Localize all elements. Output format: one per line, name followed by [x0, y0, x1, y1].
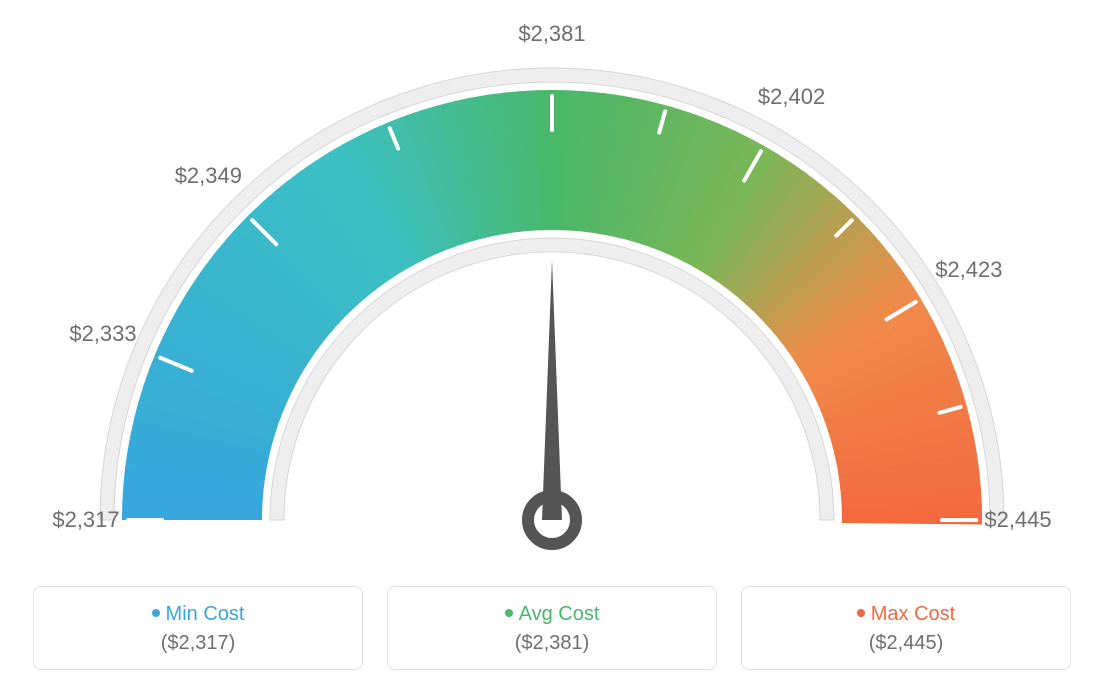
- legend-title-max-text: Max Cost: [871, 603, 955, 625]
- gauge-tick-label: $2,402: [758, 84, 825, 110]
- legend-title-min: Min Cost: [34, 603, 362, 626]
- legend-title-min-text: Min Cost: [166, 603, 245, 625]
- legend-value-min: ($2,317): [34, 632, 362, 655]
- gauge-tick-label: $2,317: [52, 507, 119, 533]
- chart-container: $2,317 $2,333 $2,349 $2,381 $2,402 $2,423 $2,4…: [0, 0, 1104, 690]
- legend-title-avg-text: Avg Cost: [519, 603, 600, 625]
- legend-value-avg: ($2,381): [388, 632, 716, 655]
- legend-row: Min Cost ($2,317) Avg Cost ($2,381) Max …: [33, 586, 1071, 670]
- legend-dot-avg: [505, 609, 513, 617]
- legend-title-max: Max Cost: [742, 603, 1070, 626]
- gauge-needle: [542, 260, 562, 520]
- legend-value-max: ($2,445): [742, 632, 1070, 655]
- gauge: $2,317$2,333$2,349$2,381$2,402$2,423$2,4…: [72, 30, 1032, 570]
- legend-card-min: Min Cost ($2,317): [33, 586, 363, 670]
- gauge-tick-label: $2,349: [175, 163, 242, 189]
- legend-dot-min: [152, 609, 160, 617]
- gauge-svg: [72, 30, 1032, 570]
- legend-card-avg: Avg Cost ($2,381): [387, 586, 717, 670]
- legend-dot-max: [857, 609, 865, 617]
- gauge-tick-label: $2,381: [518, 21, 585, 47]
- legend-title-avg: Avg Cost: [388, 603, 716, 626]
- gauge-tick-label: $2,423: [935, 257, 1002, 283]
- gauge-tick-label: $2,445: [984, 507, 1051, 533]
- gauge-tick-label: $2,333: [69, 321, 136, 347]
- legend-card-max: Max Cost ($2,445): [741, 586, 1071, 670]
